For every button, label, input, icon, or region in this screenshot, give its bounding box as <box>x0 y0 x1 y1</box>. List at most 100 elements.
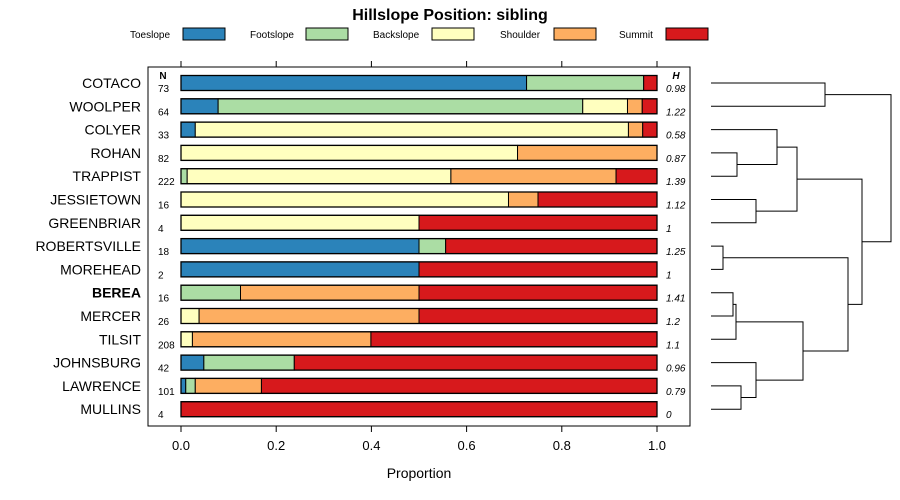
legend-label-summit: Summit <box>619 30 653 41</box>
bar-cotaco-summit <box>643 75 658 91</box>
bar-outline-cotaco <box>180 74 658 92</box>
dendro-link-bmt-jlm <box>736 321 804 381</box>
bar-morehead-toeslope <box>180 261 420 278</box>
dendro-link-jessietown-greenbriar <box>711 199 757 224</box>
n-value-woolper: 64 <box>158 107 170 118</box>
category-label-rohan: ROHAN <box>90 145 141 161</box>
bar-outline-colyer <box>180 121 658 138</box>
bar-robertsville-toeslope <box>180 238 420 255</box>
category-label-lawrence: LAWRENCE <box>62 378 141 394</box>
category-label-mullins: MULLINS <box>80 401 141 417</box>
chart-title: Hillslope Position: sibling <box>352 7 548 24</box>
n-value-lawrence: 101 <box>158 387 175 398</box>
dendro-link-upper-lower <box>797 178 863 305</box>
h-value-cotaco: 0.98 <box>666 84 686 95</box>
category-label-mercer: MERCER <box>80 308 141 324</box>
bar-jessietown-shoulder <box>507 191 539 208</box>
dendro-link-berea-mercer <box>711 292 734 317</box>
legend-label-toeslope: Toeslope <box>130 30 170 41</box>
bar-outline-robertsville <box>180 237 658 255</box>
n-value-colyer: 33 <box>158 131 170 142</box>
dendro-link-lawrence-mullins <box>711 385 742 410</box>
bar-berea-footslope <box>180 284 241 301</box>
bar-rohan-shoulder <box>517 144 658 161</box>
h-value-colyer: 0.58 <box>666 131 686 142</box>
dendro-link-rm-rest <box>723 257 849 352</box>
n-value-jessietown: 16 <box>158 201 170 212</box>
legend-swatch-backslope <box>431 27 475 41</box>
bar-trappist-backslope <box>186 168 452 185</box>
dendro-link-cotaco-woolper <box>711 82 826 107</box>
category-label-trappist: TRAPPIST <box>73 168 142 184</box>
category-label-johnsburg: JOHNSBURG <box>53 355 141 371</box>
n-column-header: N <box>159 71 166 82</box>
bar-woolper-backslope <box>582 98 628 115</box>
h-value-jessietown: 1.12 <box>666 201 686 212</box>
h-value-greenbriar: 1 <box>666 224 672 235</box>
bar-johnsburg-toeslope <box>180 354 205 371</box>
bar-outline-berea <box>180 284 658 301</box>
category-label-tilsit: TILSIT <box>99 331 141 347</box>
bar-robertsville-footslope <box>418 238 447 255</box>
category-label-berea: BEREA <box>92 285 141 301</box>
x-tick-label-2: 0.4 <box>362 438 380 453</box>
bars-group <box>180 74 658 418</box>
dendrogram <box>711 82 892 410</box>
category-label-woolper: WOOLPER <box>69 98 141 114</box>
n-value-mercer: 26 <box>158 317 170 328</box>
bar-outline-johnsburg <box>180 354 658 371</box>
bar-lawrence-footslope <box>185 377 196 394</box>
bar-outline-tilsit <box>180 331 658 348</box>
h-value-woolper: 1.22 <box>666 107 686 118</box>
x-tick-label-5: 1.0 <box>648 438 666 453</box>
h-value-mercer: 1.2 <box>666 317 680 328</box>
bar-greenbriar-backslope <box>180 214 420 231</box>
h-value-trappist: 1.39 <box>666 177 686 188</box>
n-value-morehead: 2 <box>158 270 164 281</box>
x-axis-label: Proportion <box>387 465 452 481</box>
category-label-cotaco: COTACO <box>82 75 141 91</box>
h-value-rohan: 0.87 <box>666 154 686 165</box>
n-value-johnsburg: 42 <box>158 364 170 375</box>
bar-berea-shoulder <box>240 284 420 301</box>
legend-label-footslope: Footslope <box>250 30 294 41</box>
legend: Toeslope Footslope Backslope Shoulder Summit <box>130 27 709 41</box>
legend-swatch-summit <box>665 27 709 41</box>
bar-tilsit-backslope <box>180 331 193 348</box>
bar-berea-summit <box>418 284 658 301</box>
bar-outline-jessietown <box>180 191 658 208</box>
bar-trappist-footslope <box>180 168 188 185</box>
legend-swatch-toeslope <box>182 27 226 41</box>
plot-panel <box>147 66 691 427</box>
n-value-trappist: 222 <box>158 177 175 188</box>
category-label-robertsville: ROBERTSVILLE <box>35 238 141 254</box>
legend-label-backslope: Backslope <box>373 30 420 41</box>
bar-cotaco-toeslope <box>180 75 528 91</box>
bar-lawrence-shoulder <box>194 377 262 394</box>
bar-trappist-shoulder <box>450 168 617 185</box>
legend-swatch-footslope <box>305 27 349 41</box>
bar-mullins-summit <box>180 401 658 418</box>
bar-greenbriar-summit <box>418 214 658 231</box>
bar-colyer-shoulder <box>627 121 644 138</box>
n-value-robertsville: 18 <box>158 247 170 258</box>
h-value-berea: 1.41 <box>666 294 685 305</box>
n-value-mullins: 4 <box>158 410 164 421</box>
bar-colyer-backslope <box>194 121 629 138</box>
bar-outline-mercer <box>180 307 658 325</box>
bar-outline-lawrence <box>180 377 658 395</box>
n-value-cotaco: 73 <box>158 84 170 95</box>
bar-woolper-summit <box>641 98 658 115</box>
x-tick-label-1: 0.2 <box>267 438 285 453</box>
bar-lawrence-toeslope <box>180 377 187 394</box>
category-label-morehead: MOREHEAD <box>60 261 141 277</box>
bar-rohan-backslope <box>180 144 519 161</box>
bar-outline-morehead <box>180 261 658 278</box>
bar-lawrence-summit <box>260 377 658 394</box>
bar-mercer-backslope <box>180 308 200 324</box>
legend-swatch-shoulder <box>553 27 597 41</box>
bar-mercer-shoulder <box>198 308 420 324</box>
category-label-greenbriar: GREENBRIAR <box>48 215 141 231</box>
bar-outline-rohan <box>180 144 658 162</box>
